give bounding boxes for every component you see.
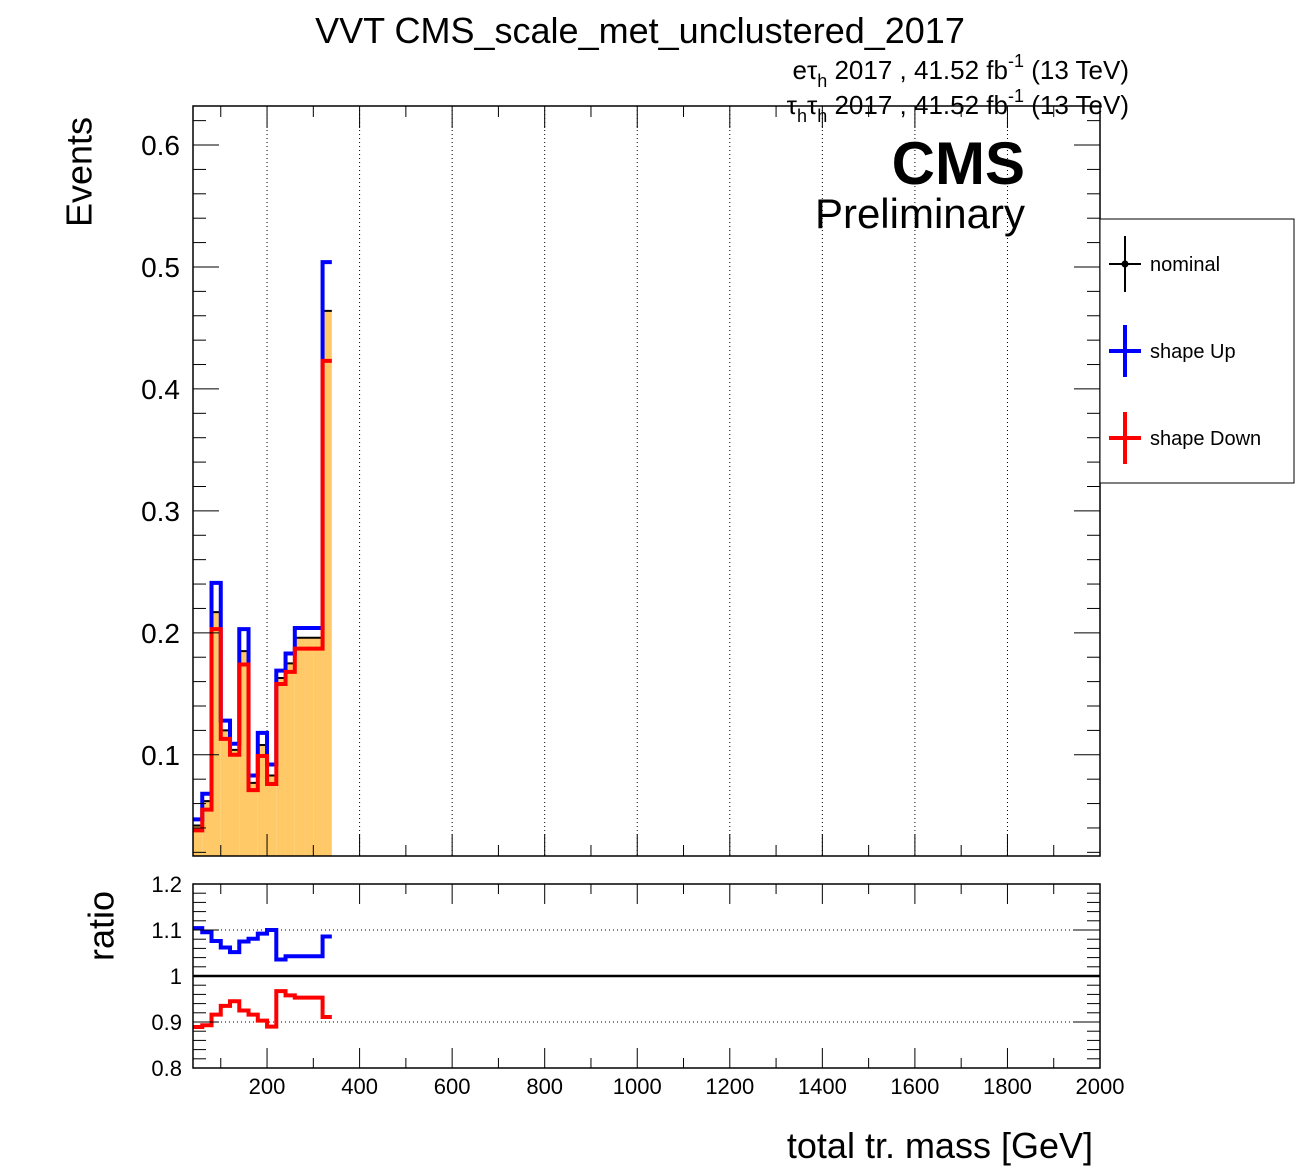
legend: nominal shape Up shape Down [1099,218,1295,484]
main-y-axis-title: Events [59,117,100,227]
main-gridlines [266,106,1008,856]
nominal-bin-7 [257,745,268,856]
ratio-line-shape-down [193,989,332,1030]
main-ytick-label-5: 0.6 [141,130,180,161]
nominal-bin-12 [304,637,314,856]
legend-item-shape-down: shape Down [1109,412,1261,464]
chart-title: VVT CMS_scale_met_unclustered_2017 [315,10,965,51]
ratio-ytick-label-1: 0.9 [151,1010,182,1035]
main-plot-panel: 0.1 0.2 0.3 0.4 0.5 0.6 CMS Preliminary Event… [59,105,1101,857]
x-tick-label-4: 1000 [613,1074,662,1099]
ratio-ytick-label-2: 1 [170,964,182,989]
legend-nominal-point [1121,260,1129,268]
nominal-bin-5 [239,651,249,856]
x-tick-label-8: 1800 [983,1074,1032,1099]
ratio-axis-ticks: 0.8 0.9 1 1.1 1.2 200 400 600 800 1000 1200 1400 160… [151,872,1124,1099]
series-line-shape-down [193,358,332,833]
ratio-series-lines [193,926,332,1030]
ratio-ytick-label-3: 1.1 [151,918,182,943]
ratio-reference-lines [193,929,1100,1023]
main-ytick-label-2: 0.3 [141,496,180,527]
ratio-ytick-label-0: 0.8 [151,1056,182,1081]
nominal-bin-14 [322,310,332,856]
cms-sublabel: Preliminary [815,190,1025,237]
x-tick-label-5: 1200 [705,1074,754,1099]
ratio-y-axis-title: ratio [81,891,122,961]
ratio-ytick-label-4: 1.2 [151,872,182,897]
nominal-bin-13 [313,637,323,856]
legend-up-label: shape Up [1150,341,1236,363]
nominal-bin-4 [230,749,240,856]
x-tick-label-2: 600 [434,1074,471,1099]
nominal-bin-0 [193,825,203,856]
lumi-line-etau: eτh 2017 , 41.52 fb-1 (13 TeV) [793,51,1130,91]
x-tick-label-7: 1600 [890,1074,939,1099]
main-ytick-label-3: 0.4 [141,374,180,405]
legend-item-shape-up: shape Up [1109,325,1236,377]
nominal-bin-9 [276,677,286,856]
nominal-bin-1 [202,801,212,856]
lumi-line-tautau: τhτh 2017 , 41.52 fb-1 (13 TeV) [787,86,1129,126]
legend-nominal-label: nominal [1150,254,1220,276]
nominal-bin-11 [294,637,305,856]
main-ytick-label-0: 0.1 [141,740,180,771]
ratio-line-shape-up [193,926,332,962]
main-series-lines [193,260,332,833]
x-tick-label-9: 2000 [1076,1074,1125,1099]
main-ytick-label-4: 0.5 [141,252,180,283]
nominal-bin-2 [211,612,221,856]
nominal-bin-6 [248,782,258,856]
legend-down-label: shape Down [1150,428,1261,450]
nominal-fill-area [193,310,332,856]
x-tick-label-1: 400 [341,1074,378,1099]
x-tick-label-3: 800 [526,1074,563,1099]
main-axis-ticks: 0.1 0.2 0.3 0.4 0.5 0.6 [141,106,1101,856]
ratio-plot-panel: 0.8 0.9 1 1.1 1.2 200 400 600 800 1000 1200 1400 160… [81,872,1125,1166]
nominal-bin-10 [285,663,295,856]
x-axis-title: total tr. mass [GeV] [787,1125,1093,1166]
legend-item-nominal: nominal [1109,236,1220,292]
main-ytick-label-1: 0.2 [141,618,180,649]
nominal-bin-8 [267,775,277,856]
x-tick-label-0: 200 [249,1074,286,1099]
x-tick-label-6: 1400 [798,1074,847,1099]
nominal-bin-3 [220,730,231,856]
cms-label: CMS [892,130,1025,197]
